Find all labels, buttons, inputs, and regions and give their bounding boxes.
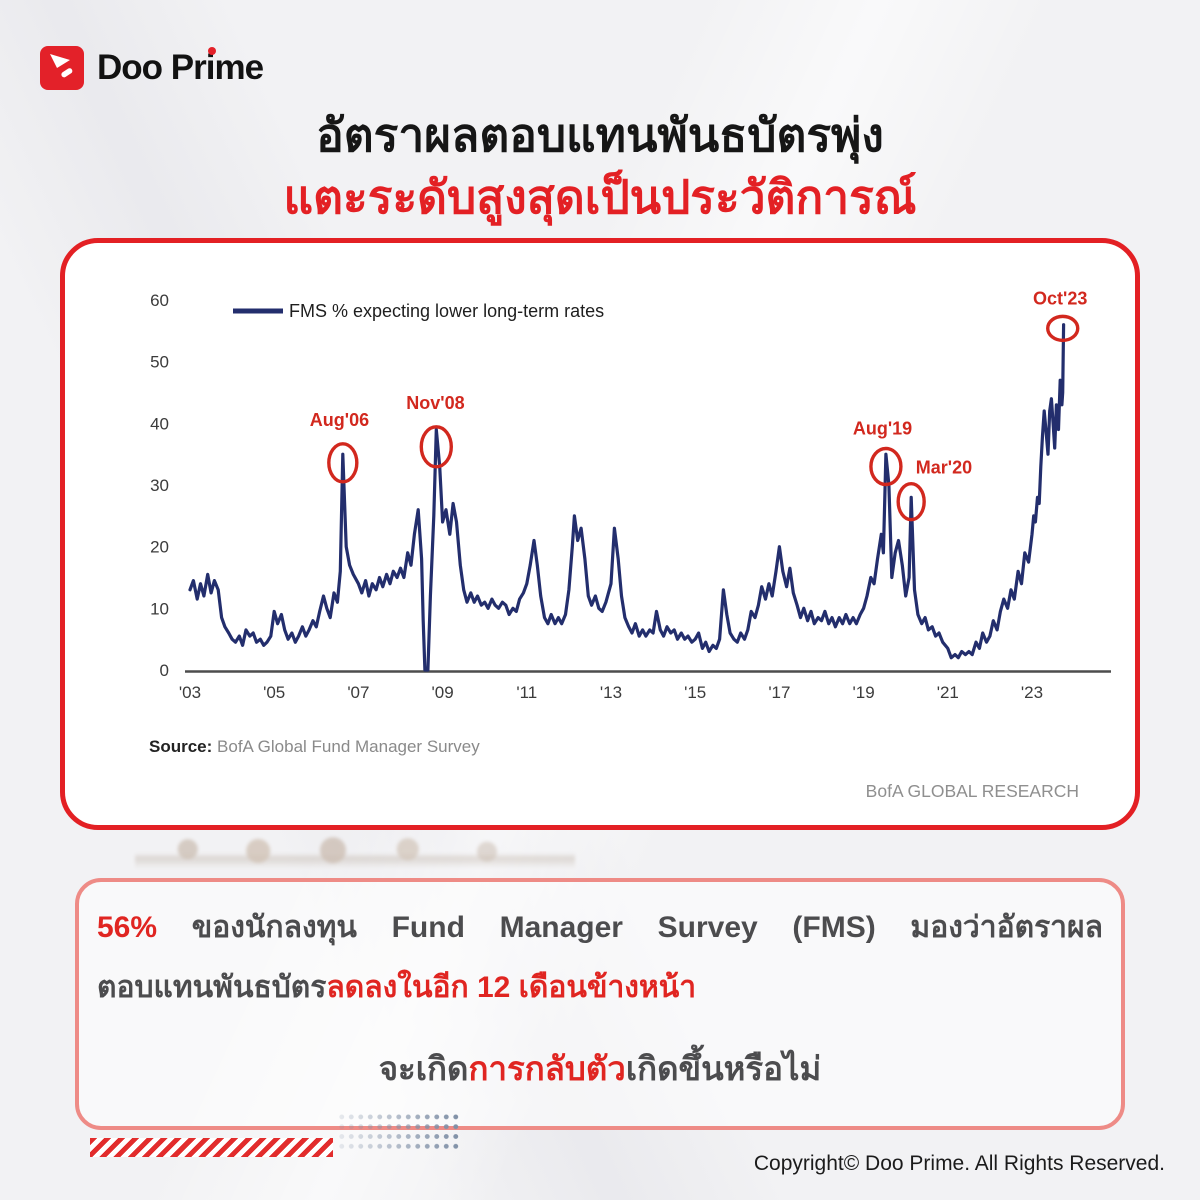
chart-source: Source: BofA Global Fund Manager Survey	[149, 737, 480, 757]
insight-line-1: 56% ของนักลงทุน Fund Manager Survey (FMS…	[97, 898, 1103, 958]
x-tick-label: '09	[432, 683, 454, 702]
arrow-icon	[50, 54, 73, 78]
annotation-circle-aug06	[327, 442, 359, 484]
x-tick-label: '21	[937, 683, 959, 702]
annotation-label-aug06: Aug'06	[310, 410, 369, 430]
brand-i-dot	[208, 47, 216, 55]
x-tick-label: '15	[684, 683, 706, 702]
question-post: เกิดขึ้นหรือไม่	[625, 1050, 822, 1087]
x-tick-label: '19	[853, 683, 875, 702]
headline-line-2: แตะระดับสูงสุดเป็นประวัติการณ์	[283, 171, 917, 223]
dot-grid-decoration	[337, 1112, 459, 1152]
y-tick-label: 10	[150, 599, 169, 618]
y-tick-label: 0	[160, 661, 169, 680]
y-tick-label: 60	[150, 291, 169, 310]
annotation-circle-aug19	[869, 446, 903, 487]
doo-prime-logo-icon	[40, 46, 84, 90]
x-tick-label: '03	[179, 683, 201, 702]
chart-source-label: Source:	[149, 737, 213, 756]
chart-card: 0 10 20 30 40 50 60 '03 '05 '07 '09 '11 '13 '15 '17 '19…	[60, 238, 1140, 830]
legend-label: FMS % expecting lower long-term rates	[289, 301, 604, 321]
insight-box: 56% ของนักลงทุน Fund Manager Survey (FMS…	[75, 878, 1125, 1130]
y-tick-label: 30	[150, 476, 169, 495]
headline: อัตราผลตอบแทนพันธบัตรพุ่ง แตะระดับสูงสุด…	[0, 104, 1200, 228]
annotation-circle-mar20	[896, 481, 926, 522]
hatch-stripe-decoration	[90, 1138, 333, 1157]
annotation-circle-nov08	[419, 425, 453, 469]
y-tick-label: 50	[150, 353, 169, 372]
fms-chart: 0 10 20 30 40 50 60 '03 '05 '07 '09 '11 '13 '15 '17 '19…	[150, 288, 1111, 702]
x-tick-label: '05	[263, 683, 285, 702]
annotation-label-mar20: Mar'20	[916, 457, 972, 477]
copyright-text: Copyright© Doo Prime. All Rights Reserve…	[753, 1152, 1165, 1175]
insight-line-1-text: ของนักลงทุน Fund Manager Survey (FMS) มอ…	[191, 911, 1103, 944]
chart-source-text: BofA Global Fund Manager Survey	[212, 737, 480, 756]
y-tick-label: 40	[150, 414, 169, 433]
doo-prime-logo: Doo Prime	[40, 46, 264, 90]
x-tick-label: '13	[600, 683, 622, 702]
fms-series-line	[188, 323, 1066, 672]
x-tick-label: '07	[347, 683, 369, 702]
x-tick-label: '11	[516, 683, 537, 702]
question-red: การกลับตัว	[468, 1050, 626, 1087]
x-tick-label: '17	[768, 683, 790, 702]
faint-tank-image	[135, 833, 575, 869]
brand-name: Doo Prime	[97, 48, 264, 87]
stat-56-percent: 56%	[97, 911, 158, 944]
annotation-circle-oct23	[1046, 314, 1080, 343]
insight-line-2-plain: ตอบแทนพันธบัตร	[97, 971, 327, 1004]
insight-line-2: ตอบแทนพันธบัตรลดลงในอีก 12 เดือนข้างหน้า	[97, 958, 1103, 1018]
headline-line-1: อัตราผลตอบแทนพันธบัตรพุ่ง	[316, 109, 884, 161]
annotation-label-aug19: Aug'19	[853, 418, 912, 438]
annotation-label-nov08: Nov'08	[406, 393, 464, 413]
question-pre: จะเกิด	[378, 1050, 469, 1087]
x-tick-label: '23	[1021, 683, 1043, 702]
y-tick-label: 20	[150, 538, 169, 557]
research-credit: BofA GLOBAL RESEARCH	[865, 781, 1079, 801]
annotation-label-oct23: Oct'23	[1033, 288, 1087, 308]
insight-line-2-red: ลดลงในอีก 12 เดือนข้างหน้า	[326, 971, 697, 1004]
insight-question: จะเกิดการกลับตัวเกิดขึ้นหรือไม่	[97, 1042, 1103, 1095]
